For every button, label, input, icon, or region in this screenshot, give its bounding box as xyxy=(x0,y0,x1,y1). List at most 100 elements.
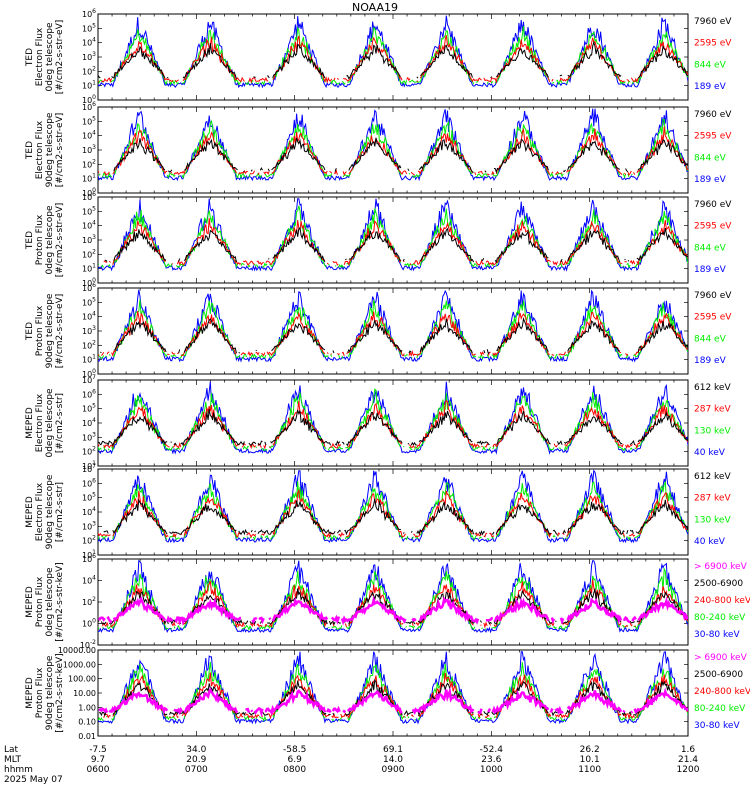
y-axis-label: TED xyxy=(25,141,35,160)
y-tick-label: 104 xyxy=(82,130,96,141)
x-tick-label: -52.4 xyxy=(480,745,504,755)
legend-entry: 80-240 keV xyxy=(694,613,746,623)
y-tick-label: 10.00 xyxy=(73,689,96,698)
x-axis-row-label: hhmm xyxy=(4,765,33,775)
legend-entry: 130 keV xyxy=(694,426,731,436)
y-tick-label: 105 xyxy=(82,205,96,216)
x-tick-label: 1.6 xyxy=(681,745,696,755)
flux-traces xyxy=(98,15,688,89)
y-axis-label: [#/cm2-s-str-eV] xyxy=(55,20,65,95)
legend-entry: 40 keV xyxy=(694,448,726,458)
y-tick-label: 102 xyxy=(82,65,96,76)
y-tick-label: 103 xyxy=(82,234,96,245)
y-axis-label: 90deg telescope xyxy=(45,112,55,187)
y-tick-label: 104 xyxy=(82,220,96,231)
x-tick-label: 1200 xyxy=(677,765,700,775)
y-axis-label: Proton Flux xyxy=(35,305,45,356)
y-tick-label: 106 xyxy=(82,553,96,564)
y-tick-label: 100 xyxy=(82,277,96,288)
panel-frame xyxy=(97,106,689,194)
y-axis-label: MEPED xyxy=(25,586,35,618)
x-tick-label: 0700 xyxy=(185,765,208,775)
y-tick-label: 105 xyxy=(82,115,96,126)
flux-trace-red xyxy=(98,399,688,450)
y-axis-label: 0deg telescope xyxy=(45,22,55,92)
legend-entry: 7960 eV xyxy=(694,200,732,210)
x-tick-label: 9.7 xyxy=(91,755,105,765)
legend-entry: 2500-6900 xyxy=(694,579,743,589)
y-axis-label: TED xyxy=(25,231,35,250)
flux-trace-green xyxy=(98,299,688,360)
flux-trace-black xyxy=(98,409,688,447)
y-tick-label: 101 xyxy=(82,354,96,365)
legend-entry: 7960 eV xyxy=(694,291,732,301)
y-tick-label: 102 xyxy=(82,596,96,607)
y-tick-label: 1.00 xyxy=(78,703,96,712)
y-axis-label: [#/cm2-s-str-keV] xyxy=(55,562,65,641)
y-axis-label: [#/cm2-s-str-eV] xyxy=(55,294,65,369)
flux-trace-black xyxy=(99,678,688,718)
flux-trace-red xyxy=(98,311,688,357)
flux-trace-blue xyxy=(98,15,688,89)
panel-frame xyxy=(97,379,689,467)
y-axis-label: [#/cm2-s-str] xyxy=(55,482,65,542)
flux-trace-green xyxy=(98,26,688,86)
flux-trace-black xyxy=(100,317,688,355)
panels-group: 100 101 102 103 104 105 106 TED Electron Flux 0de… xyxy=(25,8,750,741)
flux-trace-black xyxy=(98,40,688,80)
legend-entry: 844 eV xyxy=(694,334,727,344)
y-tick-label: 10-2 xyxy=(80,639,96,650)
x-tick-label: 1100 xyxy=(578,765,601,775)
flux-traces xyxy=(98,289,688,363)
x-axis-row-label: MLT xyxy=(4,755,22,765)
x-tick-label: 0900 xyxy=(382,765,405,775)
flux-traces xyxy=(98,559,688,634)
flux-trace-green xyxy=(98,567,688,631)
y-tick-label: 100 xyxy=(82,187,96,198)
figure-title: NOAA19 xyxy=(352,1,398,14)
chart-panel: 10-2 100 102 104 106 MEPED Proton Flux 0deg tel… xyxy=(25,553,750,650)
y-tick-label: 101 xyxy=(82,549,96,560)
y-tick-label: 104 xyxy=(82,417,96,428)
flux-trace-magenta xyxy=(98,595,688,626)
legend-entry: 30-80 keV xyxy=(694,630,740,640)
flux-trace-black xyxy=(103,498,688,536)
legend-entry: 7960 eV xyxy=(694,17,732,27)
y-tick-label: 0.10 xyxy=(78,718,96,727)
y-axis-label: 90deg telescope xyxy=(45,293,55,368)
flux-trace-red xyxy=(98,126,688,176)
x-tick-label: 10.1 xyxy=(580,755,600,765)
x-axis-row-label: Lat xyxy=(4,745,19,755)
legend-entry: 30-80 keV xyxy=(694,721,740,731)
y-tick-label: 100 xyxy=(82,368,96,379)
y-tick-label: 101 xyxy=(82,460,96,471)
flux-trace-red xyxy=(103,672,688,720)
legend-entry: 844 eV xyxy=(694,243,727,253)
chart-panel: 0.01 0.10 1.00 10.00 100.00 1000.00 10000.00 ME… xyxy=(25,646,750,741)
legend-entry: 612 keV xyxy=(694,472,731,482)
y-tick-label: 104 xyxy=(82,575,96,586)
y-axis-label: [#/cm2-s-str-keV] xyxy=(55,653,65,732)
x-tick-label: 1000 xyxy=(480,765,503,775)
legend-entry: 844 eV xyxy=(694,60,727,70)
legend-entry: 130 keV xyxy=(694,515,731,525)
y-tick-label: 100 xyxy=(82,94,96,105)
flux-traces xyxy=(98,650,688,725)
legend-entry: 2595 eV xyxy=(694,222,732,232)
flux-trace-magenta xyxy=(98,686,688,718)
y-tick-label: 104 xyxy=(82,37,96,48)
y-axis-label: Electron Flux xyxy=(35,27,45,86)
y-axis-label: MEPED xyxy=(25,677,35,709)
y-tick-label: 10000.00 xyxy=(58,646,96,655)
y-tick-label: 107 xyxy=(82,374,96,385)
y-tick-label: 106 xyxy=(82,191,96,202)
legend-entry: 189 eV xyxy=(694,82,727,92)
y-tick-label: 101 xyxy=(82,80,96,91)
y-axis-label: 90deg telescope xyxy=(45,655,55,730)
flux-trace-black xyxy=(104,226,688,264)
y-tick-label: 106 xyxy=(82,101,96,112)
y-tick-label: 1000.00 xyxy=(63,660,96,669)
x-tick-label: 14.0 xyxy=(383,755,403,765)
